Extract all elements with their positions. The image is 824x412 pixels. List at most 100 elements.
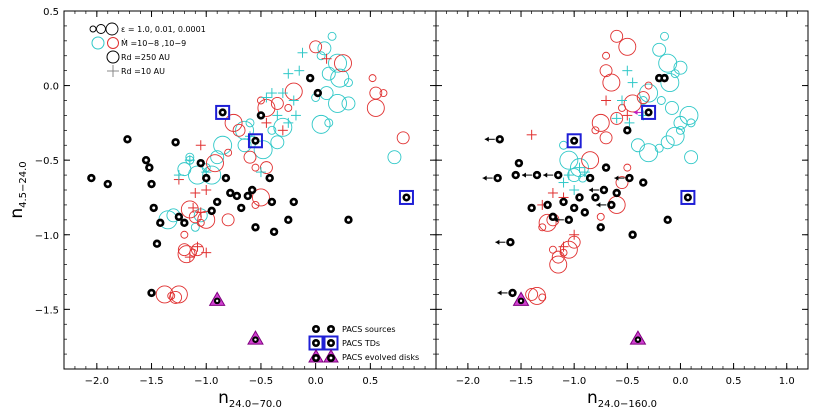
pacs-source-core (259, 113, 263, 117)
model-circle-cyan (638, 96, 648, 105)
pacs-source-core (286, 218, 290, 222)
model-circle-red (538, 213, 557, 232)
pacs-source-point (564, 215, 574, 225)
y-axis-label: n4.5−24.0 (7, 161, 29, 218)
model-plus-red (261, 117, 272, 128)
pacs-source-core (270, 200, 274, 204)
pacs-source-point (251, 223, 260, 232)
pacs-td-point (247, 133, 263, 149)
model-circle-cyan (673, 60, 688, 75)
model-circle-red (618, 37, 637, 56)
x-tick-label: 0.0 (673, 376, 689, 387)
pacs-source-core (551, 215, 555, 219)
pacs-source-core (174, 140, 178, 144)
model-plus-cyan (297, 47, 308, 58)
pacs-source-point (612, 188, 621, 198)
model-circle-cyan (387, 150, 402, 165)
model-plus-cyan (558, 177, 569, 188)
model-circle-cyan (660, 135, 675, 150)
model-plus-cyan (272, 110, 283, 121)
arrow-head (588, 187, 593, 193)
x-tick-label: −1.0 (562, 376, 586, 387)
pacs-td-box (247, 133, 263, 149)
pacs-source-point (149, 203, 158, 213)
x-tick-label: −0.5 (615, 376, 639, 387)
model-circle-red (197, 210, 216, 229)
arrow-head (521, 172, 526, 178)
model-circle-cyan (213, 135, 233, 155)
pacs-source-core (250, 188, 254, 192)
model-circle-cyan (267, 125, 277, 135)
model-circle-cyan (321, 66, 336, 81)
pacs-source-core (199, 161, 203, 165)
pacs-evolved-disk-point (629, 330, 647, 345)
model-circle-red (644, 81, 653, 90)
model-plus-red (558, 241, 569, 252)
pacs-source-core (511, 291, 515, 295)
legend-circle-rd250 (106, 50, 120, 64)
y-tick-label: −1.0 (35, 231, 59, 242)
evolved-core (519, 299, 523, 303)
pacs-source-core (599, 225, 603, 229)
model-circle-cyan (245, 118, 255, 128)
model-circle-red (206, 154, 224, 173)
upper-limit-arrow (543, 172, 554, 178)
model-circle-cyan (324, 118, 334, 128)
legend-label: Ṁ =10−8 ,10−9 (121, 38, 186, 48)
pacs-source-point (226, 188, 235, 198)
model-circle-red (251, 200, 260, 209)
model-plus-red (547, 187, 558, 198)
model-circle-cyan (658, 53, 678, 73)
model-plus-red (192, 241, 203, 252)
model-circle-cyan (344, 78, 353, 88)
model-plus-cyan (627, 77, 638, 88)
model-circle-red (270, 97, 284, 110)
model-circle-cyan (639, 143, 659, 163)
evolved-core (215, 299, 219, 303)
legend-dot-core (314, 341, 318, 345)
pacs-source-point (103, 179, 112, 189)
pacs-source-core (89, 176, 93, 180)
pacs-td-core (647, 111, 650, 114)
model-circle-red (528, 286, 546, 305)
model-circle-cyan (559, 150, 579, 170)
model-plus-cyan (569, 185, 580, 195)
pacs-source-core (663, 76, 667, 80)
model-plus-red (601, 95, 612, 106)
legend-circle-small (89, 25, 97, 33)
model-plus-red (569, 229, 580, 240)
right-panel: −2.0 −1.5 −1.0 −0.5 0.0 0.5 1.0 (435, 10, 809, 387)
x-axis-label-right-main: n (587, 388, 598, 408)
pacs-source-point (628, 230, 637, 239)
model-circle-cyan (676, 125, 685, 135)
y-tick-label: 0.5 (43, 7, 59, 18)
pacs-td-point (215, 104, 231, 120)
x-tick-label: 0.0 (308, 376, 324, 387)
model-circle-red (602, 51, 611, 60)
model-plus-cyan (266, 88, 277, 99)
pacs-source-point (623, 126, 632, 135)
pacs-td-point (398, 189, 414, 205)
model-circle-red (379, 89, 388, 97)
pacs-source-core (615, 191, 619, 195)
y-axis-label-sub: 4.5−24.0 (18, 161, 29, 208)
model-plus-cyan (574, 162, 585, 173)
pacs-source-core (567, 218, 571, 222)
model-plus-red (321, 53, 332, 64)
model-circle-cyan (202, 165, 222, 185)
pacs-source-core (583, 210, 587, 214)
model-circle-red (334, 54, 352, 73)
model-circle-red (618, 104, 626, 112)
model-circle-red (581, 151, 600, 170)
pacs-source-point (559, 197, 568, 207)
pacs-source-point (141, 155, 151, 165)
upper-limit-arrow (588, 187, 599, 193)
model-plus-red (195, 140, 206, 151)
model-plus-cyan (173, 170, 184, 181)
arrow-head (495, 239, 500, 245)
model-plus-cyan (184, 155, 195, 166)
pacs-source-core (272, 230, 276, 234)
legend-circle-medium (96, 24, 106, 34)
arrow-head (614, 175, 619, 181)
pacs-source-core (182, 221, 186, 225)
